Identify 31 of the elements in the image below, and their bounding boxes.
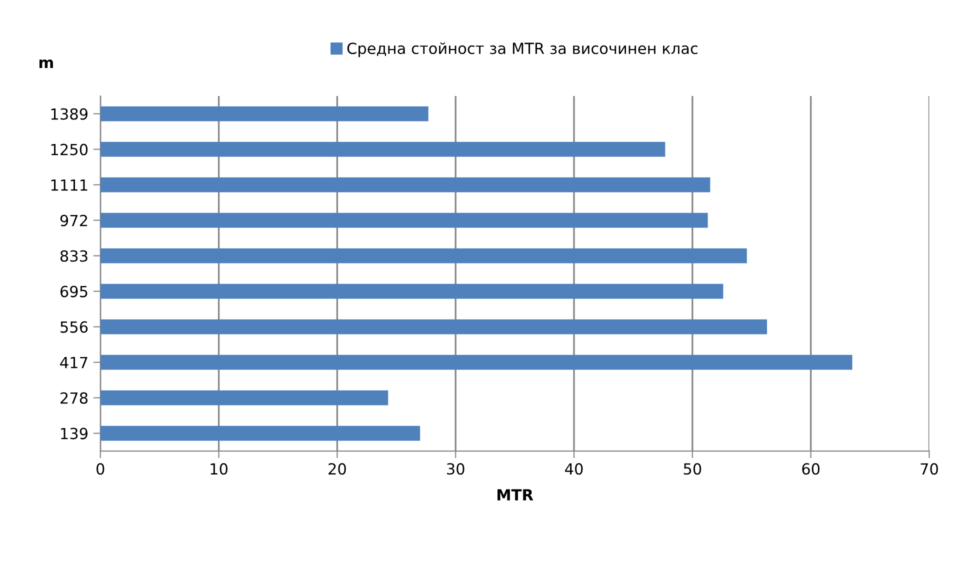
x-tick-label: 10	[210, 463, 228, 475]
legend-label: Средна стойност за MTR за височинен клас	[347, 42, 698, 58]
y-tick-label: 417	[60, 356, 88, 368]
y-tick-label: 833	[60, 250, 88, 262]
bar	[100, 426, 420, 441]
bar	[100, 284, 724, 299]
bar	[100, 248, 747, 264]
bar	[100, 390, 388, 406]
bar	[100, 212, 708, 228]
bar	[100, 354, 852, 370]
x-axis-title: MTR	[498, 489, 534, 500]
y-tick-label: 278	[60, 392, 88, 404]
y-tick-label: 695	[60, 286, 88, 298]
x-tick-label: 40	[565, 463, 583, 475]
y-tick-label: 139	[61, 428, 88, 440]
x-tick-label: 0	[96, 463, 104, 475]
x-tick-label: 70	[920, 463, 938, 475]
y-tick-label: 1250	[51, 144, 88, 156]
bar	[100, 177, 710, 192]
bar	[100, 106, 428, 122]
bar	[100, 319, 768, 334]
y-tick-label: 556	[60, 321, 88, 333]
y-tick-label: 1389	[51, 108, 88, 120]
x-tick-label: 20	[328, 463, 346, 475]
x-tick-label: 60	[802, 463, 820, 475]
y-tick-label: 1111	[51, 179, 88, 191]
x-tick-label: 50	[684, 463, 702, 475]
y-tick-label: 972	[60, 214, 88, 226]
x-tick-label: 30	[447, 463, 464, 475]
bar	[100, 142, 666, 157]
y-axis-title: m	[39, 59, 53, 68]
